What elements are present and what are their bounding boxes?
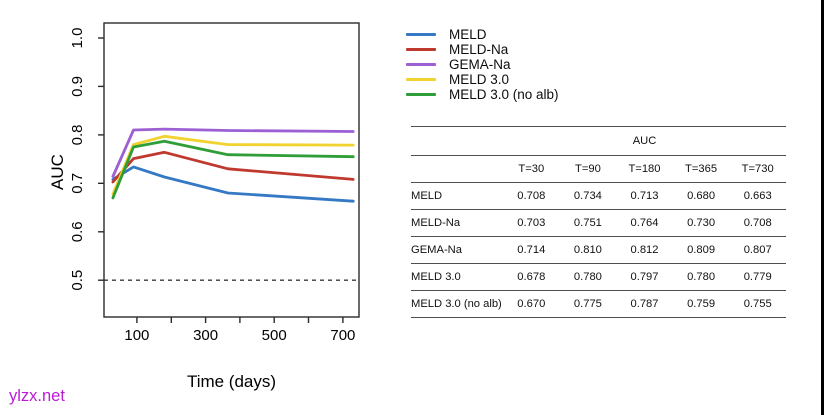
auc-value-cell: 0.680	[687, 190, 716, 202]
auc-value-cell: 0.759	[687, 298, 716, 310]
legend-label: MELD 3.0 (no alb)	[449, 87, 559, 102]
series-line-gema-na	[111, 127, 355, 178]
auc-table: AUC T=30 T=90 T=180 T=365 T=730 MELD 0.708 0.734…	[411, 126, 786, 318]
legend-item-meld-3-0: MELD 3.0	[406, 72, 559, 87]
row-label: MELD 3.0 (no alb)	[411, 298, 502, 310]
y-tick-label-0.6: 0.6	[69, 221, 86, 242]
legend-label: MELD	[449, 27, 487, 42]
auc-value-cell: 0.755	[743, 298, 772, 310]
auc-value-cell: 0.797	[630, 271, 659, 283]
table-title-row: AUC	[411, 126, 786, 156]
auc-value-cell: 0.780	[687, 271, 716, 283]
x-axis: 100 300 500 700	[124, 317, 355, 344]
x-tick-label-300: 300	[193, 327, 218, 344]
y-tick-label-1.0: 1.0	[69, 28, 86, 49]
row-label: GEMA-Na	[411, 244, 462, 256]
series-line-meld	[111, 165, 355, 203]
auc-value-cell: 0.734	[573, 190, 602, 202]
x-axis-title: Time (days)	[186, 372, 277, 391]
auc-table-container: AUC T=30 T=90 T=180 T=365 T=730 MELD 0.708 0.734…	[411, 126, 786, 318]
auc-value-cell: 0.708	[517, 190, 546, 202]
column-header-t-730: T=730	[741, 163, 774, 175]
x-tick-label-700: 700	[330, 327, 355, 344]
legend-label: GEMA-Na	[449, 57, 511, 72]
legend-color-swatch	[406, 63, 436, 66]
chart-legend: MELD MELD-Na GEMA-Na MELD 3.0 MELD 3.0 (no a…	[406, 27, 559, 102]
auc-value-cell: 0.703	[517, 217, 546, 229]
auc-value-cell: 0.779	[743, 271, 772, 283]
row-label: MELD 3.0	[411, 271, 461, 283]
table-row-gema-na: GEMA-Na 0.714 0.810 0.812 0.809 0.807	[411, 237, 786, 264]
auc-value-cell: 0.807	[743, 244, 772, 256]
auc-value-cell: 0.670	[517, 298, 546, 310]
auc-value-cell: 0.713	[630, 190, 659, 202]
column-header-t-30: T=30	[518, 163, 545, 175]
y-tick-label-0.9: 0.9	[69, 76, 86, 97]
auc-value-cell: 0.678	[517, 271, 546, 283]
auc-value-cell: 0.780	[573, 271, 602, 283]
watermark-text: ylzx.net	[9, 387, 65, 405]
y-tick-label-0.5: 0.5	[69, 270, 86, 291]
y-axis-title: AUC	[48, 154, 67, 190]
table-corner-cell	[411, 127, 503, 156]
table-row-meld: MELD 0.708 0.734 0.713 0.680 0.663	[411, 183, 786, 210]
auc-value-cell: 0.730	[687, 217, 716, 229]
legend-item-gema-na: GEMA-Na	[406, 57, 559, 72]
column-header-t-90: T=90	[574, 163, 601, 175]
legend-color-swatch	[406, 78, 436, 81]
legend-item-meld-3-0-no-alb: MELD 3.0 (no alb)	[406, 87, 559, 102]
auc-value-cell: 0.714	[517, 244, 546, 256]
auc-value-cell: 0.787	[630, 298, 659, 310]
auc-value-cell: 0.812	[630, 244, 659, 256]
legend-item-meld: MELD	[406, 27, 559, 42]
y-axis: 0.5 0.6 0.7 0.8 0.9 1.0	[69, 28, 104, 291]
table-title: AUC	[632, 135, 657, 147]
x-tick-label-100: 100	[124, 327, 149, 344]
auc-value-cell: 0.809	[687, 244, 716, 256]
table-header-row: T=30 T=90 T=180 T=365 T=730	[411, 156, 786, 183]
row-label: MELD	[411, 190, 443, 202]
series-line-meld-3-0-no-alb	[111, 139, 355, 200]
legend-item-meld-na: MELD-Na	[406, 42, 559, 57]
table-header-empty-cell	[411, 156, 503, 183]
legend-label: MELD-Na	[449, 42, 509, 57]
y-tick-label-0.8: 0.8	[69, 124, 86, 145]
table-row-meld-3-0-no-alb: MELD 3.0 (no alb) 0.670 0.775 0.787 0.759 0.7…	[411, 291, 786, 318]
plot-frame	[103, 22, 360, 318]
roc-auc-line-chart: 100 300 500 700 0.5 0.6 0.7 0.8 0.9 1.0	[69, 22, 360, 344]
legend-label: MELD 3.0	[449, 72, 510, 87]
table-row-meld-na: MELD-Na 0.703 0.751 0.764 0.730 0.708	[411, 210, 786, 237]
row-label: MELD-Na	[411, 217, 461, 229]
auc-value-cell: 0.751	[573, 217, 602, 229]
y-tick-label-0.7: 0.7	[69, 173, 86, 194]
legend-color-swatch	[406, 33, 436, 36]
auc-value-cell: 0.810	[573, 244, 602, 256]
image-right-border	[821, 0, 824, 415]
legend-color-swatch	[406, 48, 436, 51]
column-header-t-180: T=180	[628, 163, 661, 175]
x-tick-label-500: 500	[262, 327, 287, 344]
auc-value-cell: 0.663	[743, 190, 772, 202]
auc-value-cell: 0.775	[573, 298, 602, 310]
auc-value-cell: 0.708	[743, 217, 772, 229]
auc-value-cell: 0.764	[630, 217, 659, 229]
table-row-meld-3-0: MELD 3.0 0.678 0.780 0.797 0.780 0.779	[411, 264, 786, 291]
legend-color-swatch	[406, 93, 436, 96]
column-header-t-365: T=365	[685, 163, 718, 175]
